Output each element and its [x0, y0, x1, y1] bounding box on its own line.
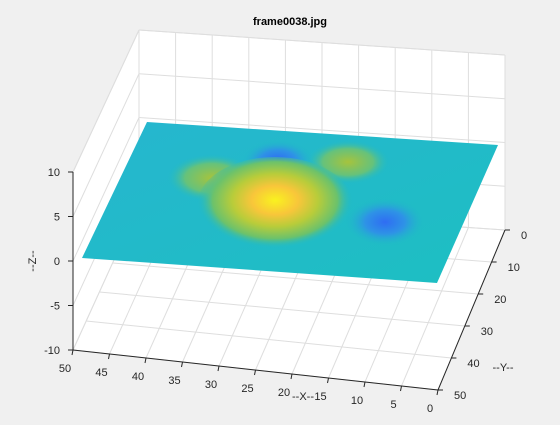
y-grid-line [112, 262, 479, 295]
x-tick-mark [181, 361, 183, 368]
x-tick-label: 20 [278, 387, 290, 399]
y-axis-label: --Y-- [493, 362, 514, 374]
x-tick-mark [436, 389, 439, 396]
y-tick-label: 0 [521, 230, 527, 242]
x-tick-mark [290, 373, 293, 380]
x-tick-mark [400, 385, 402, 392]
x-tick-label: 45 [95, 367, 107, 379]
x-tick-label: 15 [314, 391, 326, 403]
left-top-edge [72, 29, 140, 173]
axis-lines [68, 171, 510, 396]
y-grid-line [99, 291, 465, 327]
z-tick-label: -10 [44, 345, 60, 357]
z-tick-label: 0 [54, 256, 60, 268]
x-tick-label: 35 [168, 375, 180, 387]
x-tick-mark [254, 369, 256, 376]
y-grid-line [86, 320, 452, 359]
z-grid-line-back [138, 117, 506, 143]
surface-mesh [82, 122, 498, 283]
y-tick-label: 50 [454, 390, 466, 402]
z-tick-label: 5 [54, 212, 60, 224]
x-tick-label: 40 [132, 371, 144, 383]
x-tick-mark [363, 381, 366, 388]
x-axis-line [72, 349, 439, 391]
x-tick-mark [327, 377, 329, 384]
y-tick-label: 20 [494, 294, 506, 306]
z-grid-line [72, 117, 140, 262]
surface-peak [197, 157, 353, 253]
x-tick-mark [71, 349, 74, 356]
x-tick-mark [217, 365, 220, 372]
chart-title: frame0038.jpg [253, 16, 327, 28]
x-tick-label: 5 [390, 399, 396, 411]
y-tick-label: 30 [481, 326, 493, 338]
tick-labels: 0 5 10 15 20 25 30 35 40 45 50 0 10 20 30 40 50 -10 -5 0 5 10 [44, 167, 527, 415]
x-tick-mark [108, 353, 110, 360]
z-tick-label: 10 [48, 167, 60, 179]
back-top-edge [138, 29, 506, 56]
x-tick-label: 25 [241, 383, 253, 395]
z-axis-label: --Z-- [27, 250, 39, 272]
y-axis-line [437, 229, 506, 391]
z-tick-label: -5 [50, 301, 60, 313]
x-tick-label: 30 [205, 379, 217, 391]
x-tick-label: 0 [427, 403, 433, 415]
x-tick-label: 50 [59, 363, 71, 375]
y-tick-label: 10 [508, 262, 520, 274]
surface-valley-front [345, 198, 425, 246]
x-tick-label: 10 [351, 395, 363, 407]
z-grid-line [72, 73, 140, 217]
y-tick-label: 40 [467, 358, 479, 370]
x-grid-line [401, 227, 469, 387]
x-tick-mark [144, 357, 147, 364]
z-grid-line-back [138, 73, 506, 100]
x-axis-label: --X-- [292, 391, 314, 403]
